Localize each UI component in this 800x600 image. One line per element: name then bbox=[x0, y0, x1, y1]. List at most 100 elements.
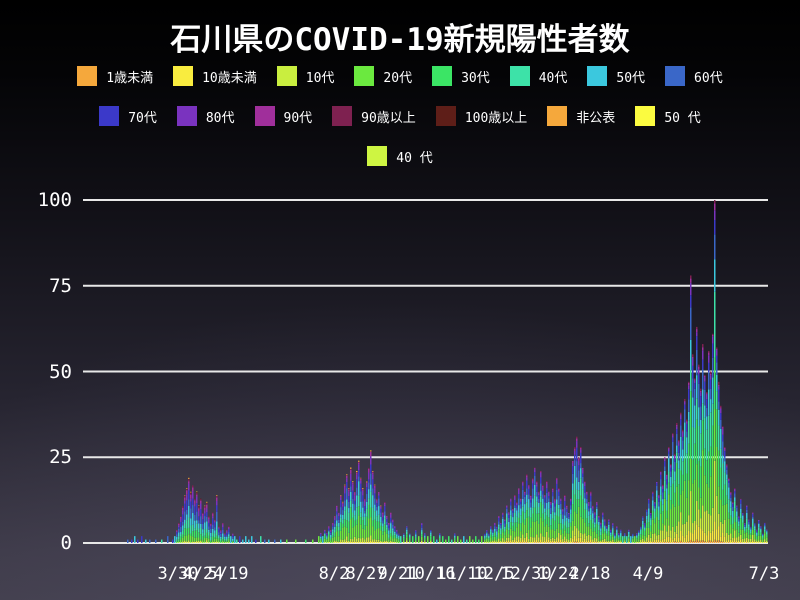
bar-segment bbox=[548, 537, 550, 540]
bar-segment bbox=[344, 506, 346, 511]
bar-segment bbox=[554, 500, 556, 504]
bar-segment bbox=[388, 537, 390, 540]
bar-segment bbox=[742, 512, 744, 514]
bar-segment bbox=[700, 390, 702, 393]
bar-segment bbox=[644, 523, 646, 526]
bar-segment bbox=[454, 540, 456, 543]
bar-segment bbox=[180, 534, 182, 537]
bar-segment bbox=[324, 542, 326, 543]
bar-segment bbox=[542, 485, 544, 488]
bar-segment bbox=[764, 523, 766, 525]
bar-segment bbox=[568, 533, 570, 541]
bar-segment bbox=[348, 496, 350, 502]
bar-segment bbox=[574, 460, 576, 466]
bar-segment bbox=[702, 347, 704, 351]
bar-segment bbox=[710, 375, 712, 380]
bar-segment bbox=[726, 467, 728, 470]
bar-segment bbox=[594, 541, 596, 543]
bar-segment bbox=[724, 457, 726, 462]
bar-segment bbox=[604, 521, 606, 525]
bar-segment bbox=[766, 530, 768, 532]
bar-segment bbox=[424, 534, 426, 536]
bar-segment bbox=[736, 521, 738, 530]
bar-segment bbox=[620, 539, 622, 542]
bar-segment bbox=[566, 533, 568, 540]
bar-segment bbox=[412, 536, 414, 543]
bar-segment bbox=[674, 531, 676, 538]
bar-segment bbox=[532, 478, 534, 480]
bar-segment bbox=[730, 524, 732, 534]
bar-segment bbox=[602, 522, 604, 528]
bar-segment bbox=[744, 528, 746, 531]
bar-segment bbox=[592, 505, 594, 507]
bar-segment bbox=[388, 528, 390, 531]
bar-segment bbox=[704, 377, 706, 382]
bar-segment bbox=[336, 514, 338, 521]
bar-segment bbox=[764, 541, 766, 543]
bar-segment bbox=[268, 539, 270, 543]
bar-segment bbox=[454, 542, 456, 543]
bar-segment bbox=[504, 526, 506, 529]
bar-segment bbox=[536, 513, 538, 521]
legend-swatch bbox=[635, 106, 656, 126]
bar-segment bbox=[620, 530, 622, 534]
bar-segment bbox=[409, 542, 411, 543]
bar-segment bbox=[360, 480, 362, 484]
bar-segment bbox=[522, 534, 524, 540]
bar-segment bbox=[520, 537, 522, 542]
bar-segment bbox=[564, 536, 566, 541]
bar-segment bbox=[700, 433, 702, 467]
bar-segment bbox=[409, 537, 411, 541]
bar-segment bbox=[348, 488, 350, 489]
bar-segment bbox=[224, 541, 226, 543]
bar-segment bbox=[682, 429, 684, 432]
bar-segment bbox=[212, 513, 214, 517]
bar-segment bbox=[356, 472, 358, 475]
bar-segment bbox=[580, 449, 582, 453]
bar-segment bbox=[712, 425, 714, 457]
legend-swatch bbox=[435, 106, 456, 126]
bar-segment bbox=[540, 470, 542, 472]
bar-segment bbox=[556, 478, 558, 480]
bar-segment bbox=[644, 528, 646, 531]
bar-segment bbox=[552, 537, 554, 541]
bar-segment bbox=[415, 542, 417, 543]
bar-segment bbox=[702, 450, 704, 506]
bar-segment bbox=[492, 534, 494, 537]
bar-segment bbox=[614, 537, 616, 539]
bar-segment bbox=[350, 538, 352, 542]
bar-segment bbox=[348, 542, 350, 543]
bar-segment bbox=[586, 526, 588, 536]
bar-segment bbox=[346, 536, 348, 541]
bar-segment bbox=[204, 510, 206, 514]
bar-segment bbox=[706, 393, 708, 395]
bar-segment bbox=[640, 530, 642, 535]
legend-item: 90代 bbox=[254, 106, 312, 126]
bar-segment bbox=[676, 452, 678, 463]
bar-segment bbox=[676, 533, 678, 542]
bar-segment bbox=[560, 542, 562, 543]
bar-segment bbox=[712, 357, 714, 378]
bar-segment bbox=[636, 541, 638, 543]
bar-segment bbox=[524, 512, 526, 520]
bar-segment bbox=[764, 529, 766, 532]
bar-segment bbox=[660, 486, 662, 496]
bar-segment bbox=[678, 468, 680, 485]
bar-segment bbox=[566, 539, 568, 542]
bar-segment bbox=[582, 534, 584, 541]
bar-segment bbox=[192, 498, 194, 506]
bar-segment bbox=[708, 540, 710, 543]
bar-segment bbox=[694, 428, 696, 444]
bar-segment bbox=[362, 488, 364, 489]
bar-segment bbox=[534, 540, 536, 543]
bar-segment bbox=[592, 510, 594, 514]
bar-segment bbox=[654, 523, 656, 534]
bar-segment bbox=[226, 536, 228, 539]
bar-segment bbox=[718, 486, 720, 514]
bar-segment bbox=[356, 519, 358, 525]
bar-segment bbox=[720, 521, 722, 537]
bar-segment bbox=[550, 503, 552, 505]
bar-segment bbox=[582, 469, 584, 474]
bar-segment bbox=[556, 540, 558, 543]
